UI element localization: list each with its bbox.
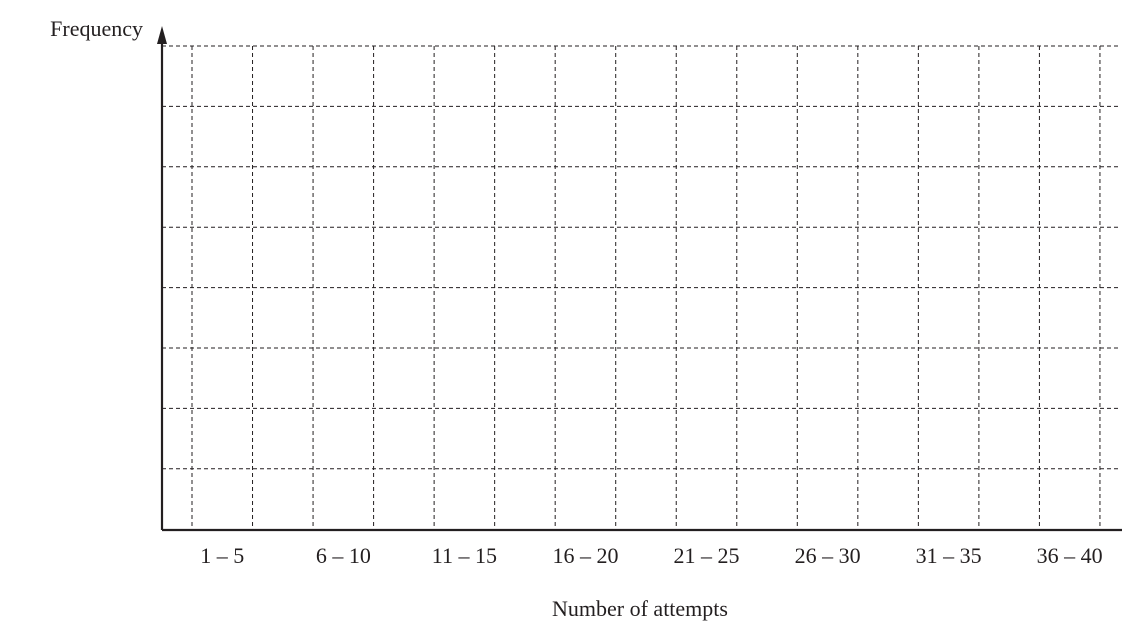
y-axis-arrow	[157, 26, 167, 44]
x-tick-label: 6 – 10	[316, 543, 371, 568]
x-tick-label: 26 – 30	[795, 543, 861, 568]
x-tick-label: 11 – 15	[432, 543, 497, 568]
y-axis-label: Frequency	[50, 16, 143, 41]
x-tick-label: 1 – 5	[200, 543, 244, 568]
x-axis-label: Number of attempts	[552, 596, 728, 621]
x-tick-label: 31 – 35	[916, 543, 982, 568]
x-tick-label: 21 – 25	[674, 543, 740, 568]
x-tick-label: 36 – 40	[1037, 543, 1103, 568]
grid	[162, 45, 1118, 530]
x-tick-label: 16 – 20	[552, 543, 618, 568]
